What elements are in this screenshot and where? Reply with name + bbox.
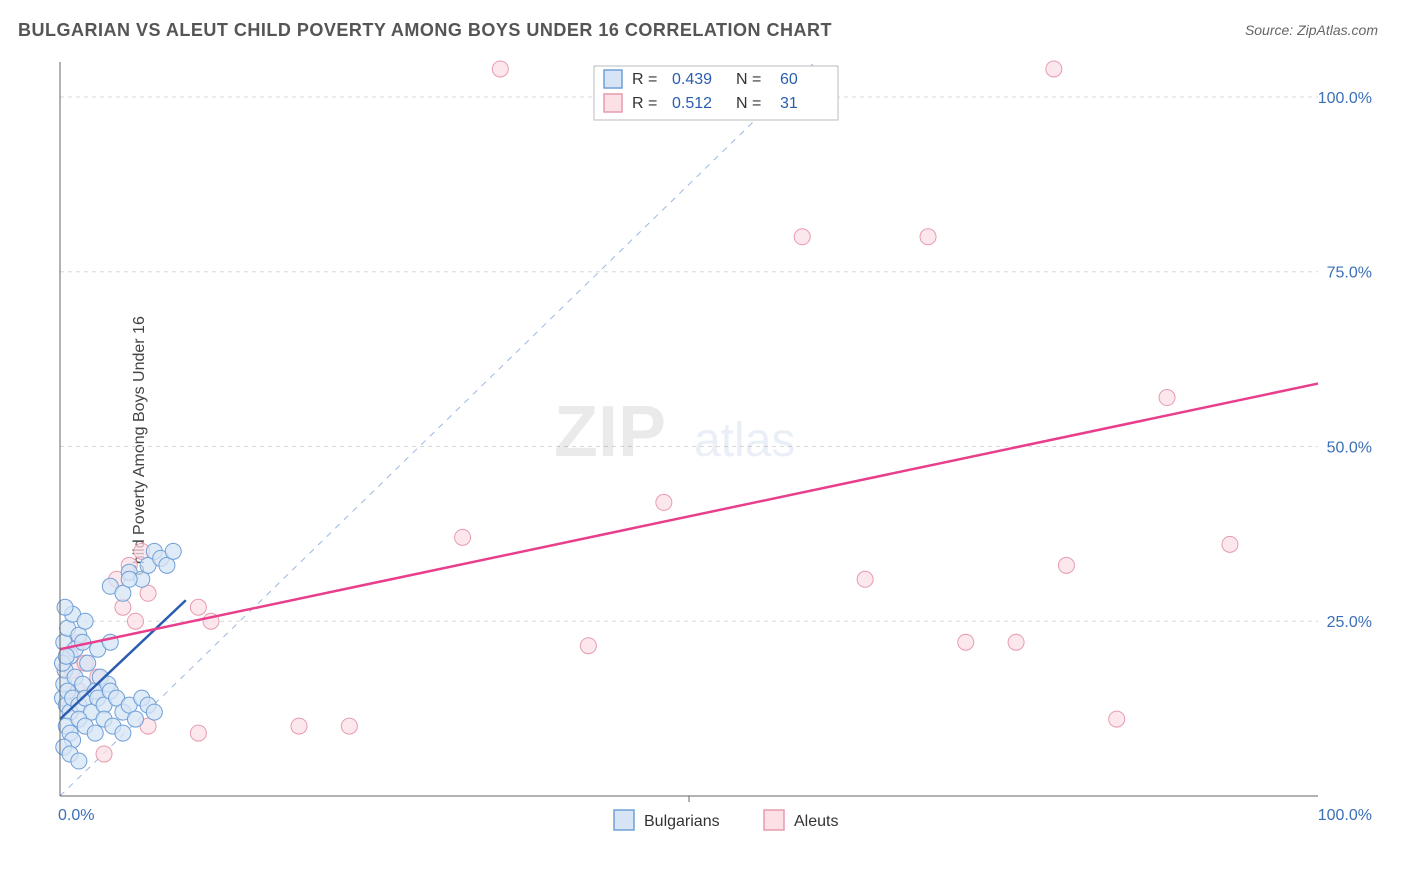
correlation-chart: ZIP atlas 25.0% 50.0% 75.0% 100.0% 0.0% 100.… <box>54 56 1378 836</box>
svg-text:25.0%: 25.0% <box>1327 614 1372 631</box>
svg-text:Aleuts: Aleuts <box>794 813 838 830</box>
chart-title: BULGARIAN VS ALEUT CHILD POVERTY AMONG B… <box>18 20 832 41</box>
svg-text:60: 60 <box>780 71 798 88</box>
gridlines <box>60 97 1318 802</box>
series-legend: Bulgarians Aleuts <box>614 810 838 830</box>
watermark-atlas: atlas <box>694 414 795 467</box>
svg-text:0.512: 0.512 <box>672 95 712 112</box>
svg-text:100.0%: 100.0% <box>1318 807 1372 824</box>
svg-text:0.439: 0.439 <box>672 71 712 88</box>
svg-text:R =: R = <box>632 95 657 112</box>
svg-text:100.0%: 100.0% <box>1318 90 1372 107</box>
y-tick-labels: 25.0% 50.0% 75.0% 100.0% <box>1318 90 1372 631</box>
source-label: Source: ZipAtlas.com <box>1245 22 1378 38</box>
svg-text:75.0%: 75.0% <box>1327 265 1372 282</box>
svg-text:N =: N = <box>736 71 761 88</box>
svg-text:50.0%: 50.0% <box>1327 439 1372 456</box>
stats-legend-box: R = 0.439 N = 60 R = 0.512 N = 31 <box>594 66 838 120</box>
svg-text:N =: N = <box>736 95 761 112</box>
trend-lines <box>60 384 1318 720</box>
svg-text:Bulgarians: Bulgarians <box>644 813 720 830</box>
watermark-zip: ZIP <box>554 392 666 472</box>
svg-text:31: 31 <box>780 95 798 112</box>
svg-text:R =: R = <box>632 71 657 88</box>
svg-text:0.0%: 0.0% <box>58 807 94 824</box>
